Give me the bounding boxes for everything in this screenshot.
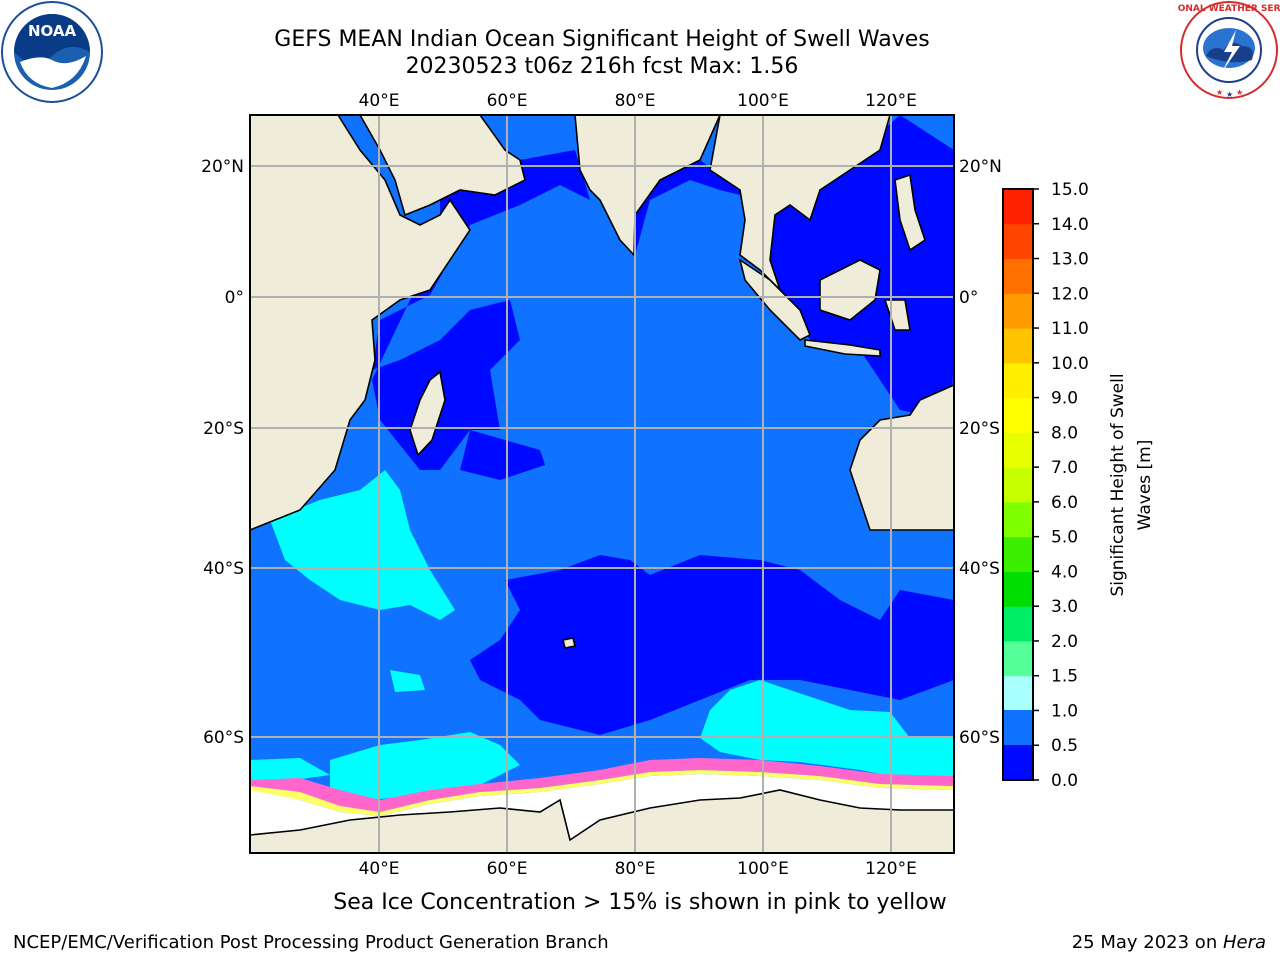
lat-tick-right-0: 0°	[959, 288, 978, 308]
svg-text:★: ★	[1226, 90, 1233, 99]
colorbar-tick-label: 0.0	[1051, 771, 1078, 791]
footer-machine: Hera	[1222, 932, 1266, 953]
lon-tick-bottom-40E: 40°E	[359, 859, 400, 879]
colorbar-band-0.5-1.0	[1003, 710, 1033, 745]
colorbar-tick-label: 11.0	[1051, 319, 1089, 339]
colorbar-band-5.0-6.0	[1003, 501, 1033, 538]
colorbar: 15.0 14.0 13.0 12.0 11.0 10.0 9.0 8.0 7.0 6.0 5.0 4…	[1002, 180, 1155, 791]
lon-tick-bottom-100E: 100°E	[737, 859, 789, 879]
colorbar-band-14.0-15.0	[1003, 189, 1033, 225]
colorbar-band-7.0-8.0	[1003, 432, 1033, 468]
colorbar-tick-label: 5.0	[1051, 528, 1078, 548]
lon-tick-bottom-80E: 80°E	[615, 859, 656, 879]
colorbar-tick-label: 6.0	[1051, 493, 1078, 513]
map-frame	[249, 114, 955, 854]
colorbar-tick-label: 4.0	[1051, 562, 1078, 582]
lon-tick-top-40E: 40°E	[359, 91, 400, 111]
lat-tick-right-60S: 60°S	[959, 728, 1000, 748]
lon-tick-top-60E: 60°E	[487, 91, 528, 111]
colorbar-band-0-0.5	[1003, 745, 1033, 780]
colorbar-tick-label: 12.0	[1051, 284, 1089, 304]
svg-text:★: ★	[1216, 88, 1223, 97]
footer-date-text: 25 May 2023 on	[1071, 932, 1223, 953]
lat-tick-right-20N: 20°N	[959, 157, 1002, 177]
lon-tick-top-120E: 120°E	[865, 91, 917, 111]
lat-tick-right-20S: 20°S	[959, 419, 1000, 439]
lat-tick-left-0: 0°	[225, 288, 244, 308]
colorbar-band-8.0-9.0	[1003, 397, 1033, 433]
colorbar-label-line2: Waves [m]	[1135, 440, 1155, 531]
colorbar-tick-label: 15.0	[1051, 180, 1089, 200]
colorbar-tick-label: 9.0	[1051, 389, 1078, 409]
noaa-logo-text: NOAA	[28, 22, 77, 40]
colorbar-tick-label: 7.0	[1051, 458, 1078, 478]
colorbar-band-10.0-11.0	[1003, 328, 1033, 364]
colorbar-band-9.0-10.0	[1003, 362, 1033, 399]
colorbar-frame	[1002, 188, 1034, 781]
chart-subtitle: 20230523 t06z 216h fcst Max: 1.56	[405, 54, 799, 79]
map-gridlines	[250, 115, 954, 853]
colorbar-blocks	[1003, 189, 1033, 780]
colorbar-band-4.0-5.0	[1003, 536, 1033, 572]
lon-tick-top-100E: 100°E	[737, 91, 789, 111]
nws-logo-text: NATIONAL WEATHER SERVICE	[1178, 4, 1280, 14]
colorbar-tick-label: 10.0	[1051, 354, 1089, 374]
land-masses	[250, 115, 954, 853]
footer-date: 25 May 2023 on Hera	[1072, 932, 1266, 953]
lat-tick-left-20S: 20°S	[203, 419, 244, 439]
nws-logo: NATIONAL WEATHER SERVICE ★ ★ ★	[1178, 1, 1280, 99]
noaa-logo: NOAA	[1, 1, 103, 103]
footer-credit: NCEP/EMC/Verification Post Processing Pr…	[13, 932, 609, 953]
lon-tick-bottom-120E: 120°E	[865, 859, 917, 879]
sea-ice-edge	[250, 758, 954, 816]
lat-tick-left-40S: 40°S	[203, 559, 244, 579]
colorbar-band-2.0-3.0	[1003, 606, 1033, 642]
colorbar-tick-label: 3.0	[1051, 597, 1078, 617]
colorbar-band-6.0-7.0	[1003, 467, 1033, 503]
lon-tick-top-80E: 80°E	[615, 91, 656, 111]
colorbar-band-1.5-2.0	[1003, 640, 1033, 677]
colorbar-label-line1: Significant Height of Swell	[1108, 373, 1128, 596]
lon-tick-bottom-60E: 60°E	[487, 859, 528, 879]
lat-tick-left-20N: 20°N	[201, 157, 244, 177]
lat-tick-right-40S: 40°S	[959, 559, 1000, 579]
lat-tick-left-60S: 60°S	[203, 728, 244, 748]
colorbar-band-12.0-13.0	[1003, 258, 1033, 294]
colorbar-band-13.0-14.0	[1003, 223, 1033, 260]
colorbar-band-11.0-12.0	[1003, 293, 1033, 329]
colorbar-band-3.0-4.0	[1003, 571, 1033, 607]
sea-ice-caption: Sea Ice Concentration > 15% is shown in …	[333, 890, 947, 915]
colorbar-tick-label: 2.0	[1051, 632, 1078, 652]
colorbar-tick-label: 1.0	[1051, 701, 1078, 721]
colorbar-tick-labels: 15.0 14.0 13.0 12.0 11.0 10.0 9.0 8.0 7.0 6.0 5.0 4…	[1033, 180, 1089, 791]
colorbar-band-1.0-1.5	[1003, 675, 1033, 711]
colorbar-tick-label: 14.0	[1051, 215, 1089, 235]
colorbar-tick-label: 0.5	[1051, 736, 1078, 756]
colorbar-tick-label: 13.0	[1051, 250, 1089, 270]
svg-text:★: ★	[1236, 88, 1243, 97]
colorbar-tick-label: 1.5	[1051, 667, 1078, 687]
colorbar-tick-label: 8.0	[1051, 423, 1078, 443]
map-plot-area	[250, 115, 954, 853]
chart-title: GEFS MEAN Indian Ocean Significant Heigh…	[274, 27, 930, 52]
